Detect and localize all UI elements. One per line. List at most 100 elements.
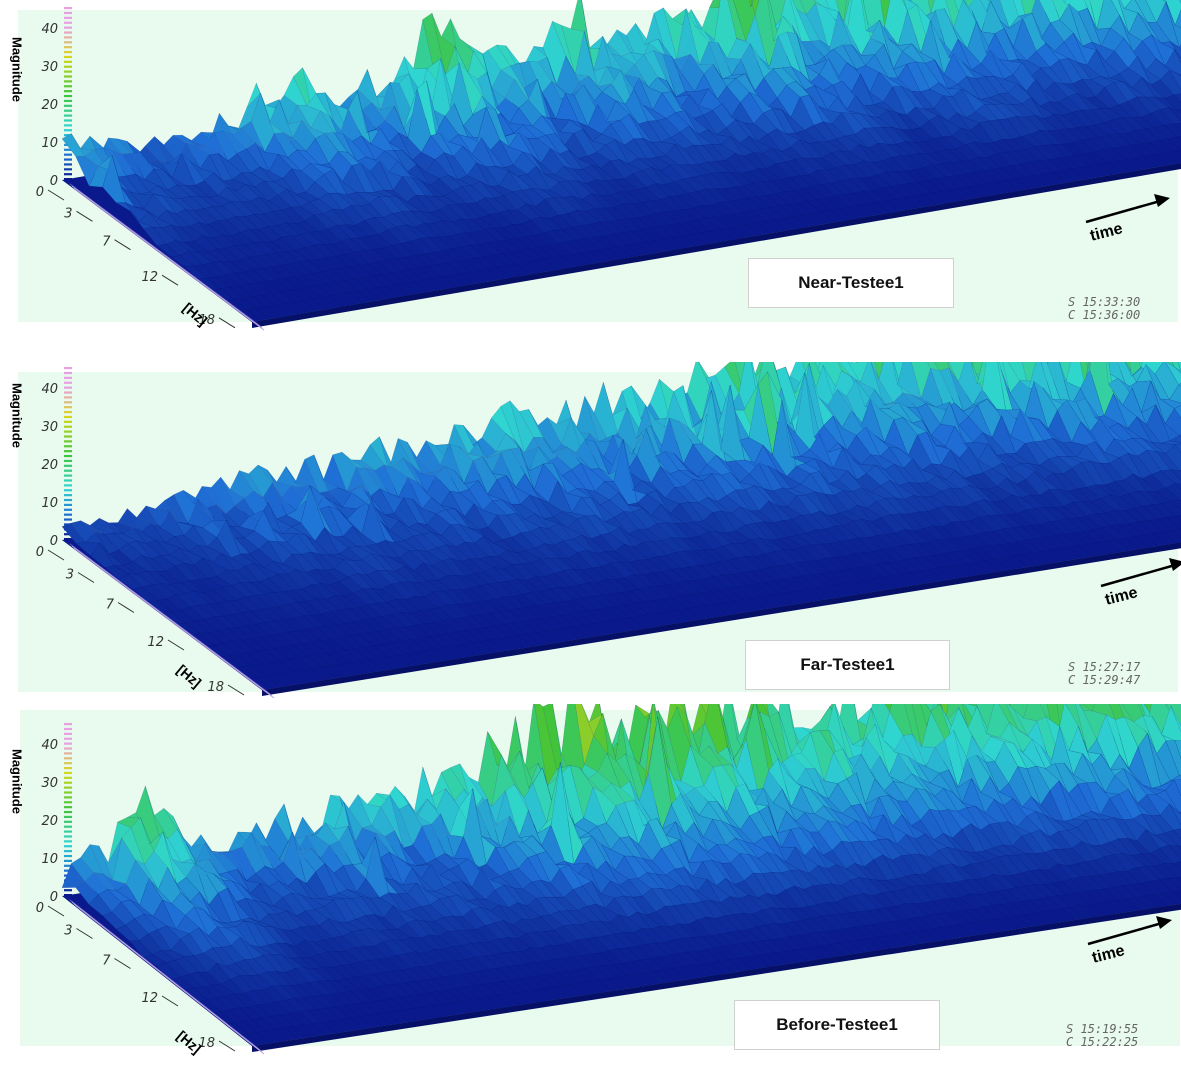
- surface-cell: [1160, 440, 1181, 445]
- surface-cell: [835, 0, 847, 26]
- legend-swatch: [64, 134, 72, 137]
- surface-cell: [1172, 150, 1181, 159]
- legend-swatch: [64, 16, 72, 19]
- legend-swatch: [64, 381, 72, 384]
- surface-cell: [1173, 93, 1181, 103]
- surface-cell: [1167, 136, 1181, 150]
- surface-cell: [1168, 844, 1181, 860]
- legend-swatch: [64, 727, 72, 731]
- frequency-tick: [218, 317, 236, 329]
- surface-cell: [1138, 362, 1143, 368]
- legend-swatch: [64, 494, 72, 497]
- chart-title: Near-Testee1: [748, 258, 954, 308]
- surface-cell: [1174, 483, 1181, 490]
- surface-cell: [1156, 517, 1181, 531]
- time-arrow: [1085, 194, 1170, 224]
- surface-cell: [1161, 530, 1181, 544]
- legend-swatch: [64, 60, 72, 63]
- legend-swatch: [64, 732, 72, 735]
- legend-swatch: [64, 513, 72, 516]
- frequency-axis-line: [73, 187, 265, 331]
- legend-swatch: [64, 85, 72, 88]
- surface-front-edge: [252, 903, 1181, 1052]
- time-arrow-shaft: [1085, 199, 1163, 224]
- legend-swatch: [64, 766, 72, 770]
- magnitude-tick-label: 20: [41, 814, 58, 829]
- legend-swatch: [64, 391, 72, 394]
- surface-cell: [1174, 443, 1181, 454]
- surface-cell: [1177, 845, 1181, 850]
- legend-swatch: [64, 430, 72, 433]
- legend-swatch: [64, 168, 72, 171]
- surface-cell: [1165, 49, 1181, 76]
- legend-swatch: [64, 533, 72, 536]
- legend-swatch: [64, 26, 72, 29]
- surface-cell: [1159, 398, 1181, 409]
- surface-cell: [1170, 41, 1181, 59]
- legend-swatch: [64, 503, 72, 506]
- surface-cell: [1169, 803, 1181, 826]
- legend-swatch: [64, 410, 72, 414]
- frequency-tick-label: 18: [198, 313, 215, 328]
- legend-swatch: [64, 163, 72, 166]
- frequency-tick: [167, 639, 185, 651]
- magnitude-tick-label: 20: [41, 458, 58, 473]
- legend-swatch: [64, 840, 72, 843]
- surface-cell: [1159, 844, 1181, 864]
- legend-swatch: [64, 440, 72, 443]
- legend-swatch: [64, 776, 72, 779]
- surface-cell: [1165, 779, 1181, 813]
- spectrogram-surface-near: 0 10 20 30 40 0 3 7 12 18: [18, 0, 1181, 331]
- frequency-tick-label: 7: [106, 598, 115, 613]
- legend-swatch: [64, 70, 72, 73]
- legend-swatch: [64, 406, 72, 409]
- frequency-tick-label: 7: [102, 235, 111, 250]
- legend-swatch: [64, 518, 72, 521]
- surface-cell: [1169, 435, 1181, 443]
- time-arrow-head: [1154, 194, 1170, 207]
- surface-cell: [732, 704, 755, 762]
- surface-cell: [1175, 514, 1181, 521]
- frequency-tick: [47, 189, 65, 201]
- surface-cell: [1021, 362, 1037, 389]
- surface-cell: [1177, 136, 1181, 141]
- legend-swatch: [64, 762, 72, 765]
- surface-cell: [1160, 41, 1181, 60]
- magnitude-tick-label: 40: [41, 738, 58, 753]
- legend-swatch: [64, 80, 72, 83]
- legend-swatch: [64, 450, 72, 453]
- legend-swatch: [64, 845, 72, 848]
- legend-swatch: [64, 415, 72, 419]
- timestamp-end: C 15:29:47: [1068, 673, 1141, 687]
- surface-cell: [1163, 123, 1181, 138]
- surface-cell: [1166, 516, 1181, 530]
- legend-swatch: [64, 46, 72, 49]
- legend-swatch: [64, 484, 72, 487]
- surface-cell: [1177, 362, 1181, 371]
- frequency-tick: [227, 684, 245, 696]
- surface-cell: [1178, 74, 1181, 77]
- legend-swatch: [64, 36, 72, 39]
- legend-swatch: [64, 435, 72, 438]
- surface-cell: [1174, 740, 1181, 760]
- surface-cell: [1164, 408, 1181, 436]
- legend-swatch: [64, 786, 72, 789]
- legend-swatch: [64, 742, 72, 745]
- surface-cell: [1160, 469, 1181, 485]
- legend-swatch: [64, 820, 72, 823]
- legend-swatch: [64, 864, 72, 867]
- legend-swatch: [64, 21, 72, 24]
- surface-cell: [1178, 382, 1181, 387]
- frequency-tick: [77, 572, 95, 583]
- legend-swatch: [64, 420, 72, 423]
- legend-swatch: [64, 99, 72, 103]
- magnitude-tick-label: 0: [50, 534, 58, 549]
- magnitude-tick-label: 40: [41, 382, 58, 397]
- legend-swatch: [64, 104, 72, 107]
- legend-swatch: [64, 425, 72, 428]
- surface-cell: [1169, 384, 1181, 404]
- legend-swatch: [64, 153, 72, 156]
- surface-cell: [1020, 0, 1036, 26]
- magnitude-tick-label: 30: [41, 776, 58, 791]
